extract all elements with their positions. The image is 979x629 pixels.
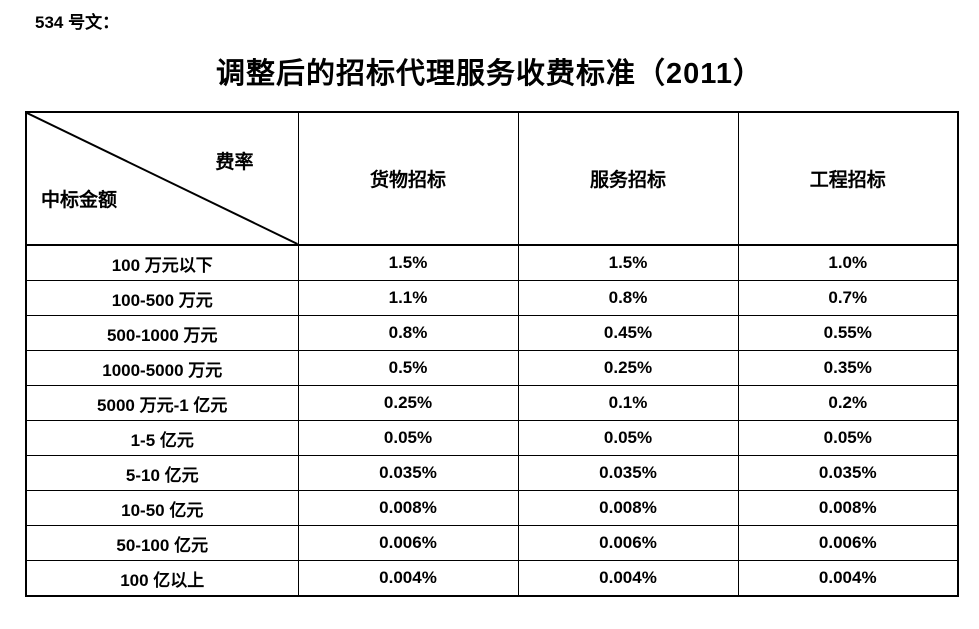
diagonal-divider-line: [27, 113, 298, 244]
table-row: 10-50 亿元 0.008% 0.008% 0.008%: [25, 490, 959, 526]
rate-cell: 0.45%: [517, 315, 739, 351]
rate-cell: 0.8%: [517, 280, 739, 316]
rate-cell: 0.008%: [737, 490, 959, 526]
amount-range-cell: 50-100 亿元: [25, 525, 299, 561]
rate-cell: 0.035%: [517, 455, 739, 491]
rate-cell: 0.05%: [737, 420, 959, 456]
table-row: 50-100 亿元 0.006% 0.006% 0.006%: [25, 525, 959, 561]
rate-cell: 0.35%: [737, 350, 959, 386]
column-header-goods: 货物招标: [297, 111, 519, 246]
rate-cell: 0.006%: [297, 525, 519, 561]
rate-cell: 0.035%: [737, 455, 959, 491]
rate-cell: 0.004%: [737, 560, 959, 597]
amount-range-cell: 100 亿以上: [25, 560, 299, 597]
rate-cell: 0.2%: [737, 385, 959, 421]
amount-range-cell: 1-5 亿元: [25, 420, 299, 456]
rate-cell: 0.006%: [737, 525, 959, 561]
rate-cell: 0.05%: [297, 420, 519, 456]
column-header-services: 服务招标: [517, 111, 739, 246]
amount-range-cell: 5-10 亿元: [25, 455, 299, 491]
rate-cell: 0.006%: [517, 525, 739, 561]
amount-range-cell: 500-1000 万元: [25, 315, 299, 351]
amount-range-cell: 10-50 亿元: [25, 490, 299, 526]
table-row: 5000 万元-1 亿元 0.25% 0.1% 0.2%: [25, 385, 959, 421]
table-row: 500-1000 万元 0.8% 0.45% 0.55%: [25, 315, 959, 351]
rate-cell: 0.7%: [737, 280, 959, 316]
table-row: 100-500 万元 1.1% 0.8% 0.7%: [25, 280, 959, 316]
amount-range-cell: 5000 万元-1 亿元: [25, 385, 299, 421]
table-row: 100 亿以上 0.004% 0.004% 0.004%: [25, 560, 959, 597]
corner-header-cell: 费率 中标金额: [25, 111, 299, 246]
rate-cell: 1.0%: [737, 244, 959, 281]
table-row: 1000-5000 万元 0.5% 0.25% 0.35%: [25, 350, 959, 386]
corner-label-rate: 费率: [215, 152, 254, 173]
fee-rate-table: 费率 中标金额 货物招标 服务招标 工程招标 100 万元以下 1.5% 1.5…: [25, 111, 959, 597]
rate-cell: 1.5%: [517, 244, 739, 281]
rate-cell: 0.008%: [297, 490, 519, 526]
column-header-engineering: 工程招标: [737, 111, 959, 246]
rate-cell: 1.5%: [297, 244, 519, 281]
amount-range-cell: 1000-5000 万元: [25, 350, 299, 386]
rate-cell: 0.8%: [297, 315, 519, 351]
rate-cell: 0.55%: [737, 315, 959, 351]
rate-cell: 0.008%: [517, 490, 739, 526]
rate-cell: 0.1%: [517, 385, 739, 421]
rate-cell: 0.5%: [297, 350, 519, 386]
page-title: 调整后的招标代理服务收费标准（2011）: [216, 58, 763, 90]
document-number-label: 534 号文：: [35, 13, 120, 32]
table-row: 100 万元以下 1.5% 1.5% 1.0%: [25, 244, 959, 281]
table-row: 5-10 亿元 0.035% 0.035% 0.035%: [25, 455, 959, 491]
rate-cell: 0.05%: [517, 420, 739, 456]
rate-cell: 0.004%: [297, 560, 519, 597]
rate-cell: 1.1%: [297, 280, 519, 316]
rate-cell: 0.25%: [297, 385, 519, 421]
amount-range-cell: 100 万元以下: [25, 244, 299, 281]
table-header-row: 费率 中标金额 货物招标 服务招标 工程招标: [25, 111, 959, 246]
rate-cell: 0.035%: [297, 455, 519, 491]
rate-cell: 0.25%: [517, 350, 739, 386]
amount-range-cell: 100-500 万元: [25, 280, 299, 316]
table-row: 1-5 亿元 0.05% 0.05% 0.05%: [25, 420, 959, 456]
rate-cell: 0.004%: [517, 560, 739, 597]
corner-label-amount: 中标金额: [41, 190, 118, 211]
table-body: 100 万元以下 1.5% 1.5% 1.0% 100-500 万元 1.1% …: [25, 244, 959, 597]
